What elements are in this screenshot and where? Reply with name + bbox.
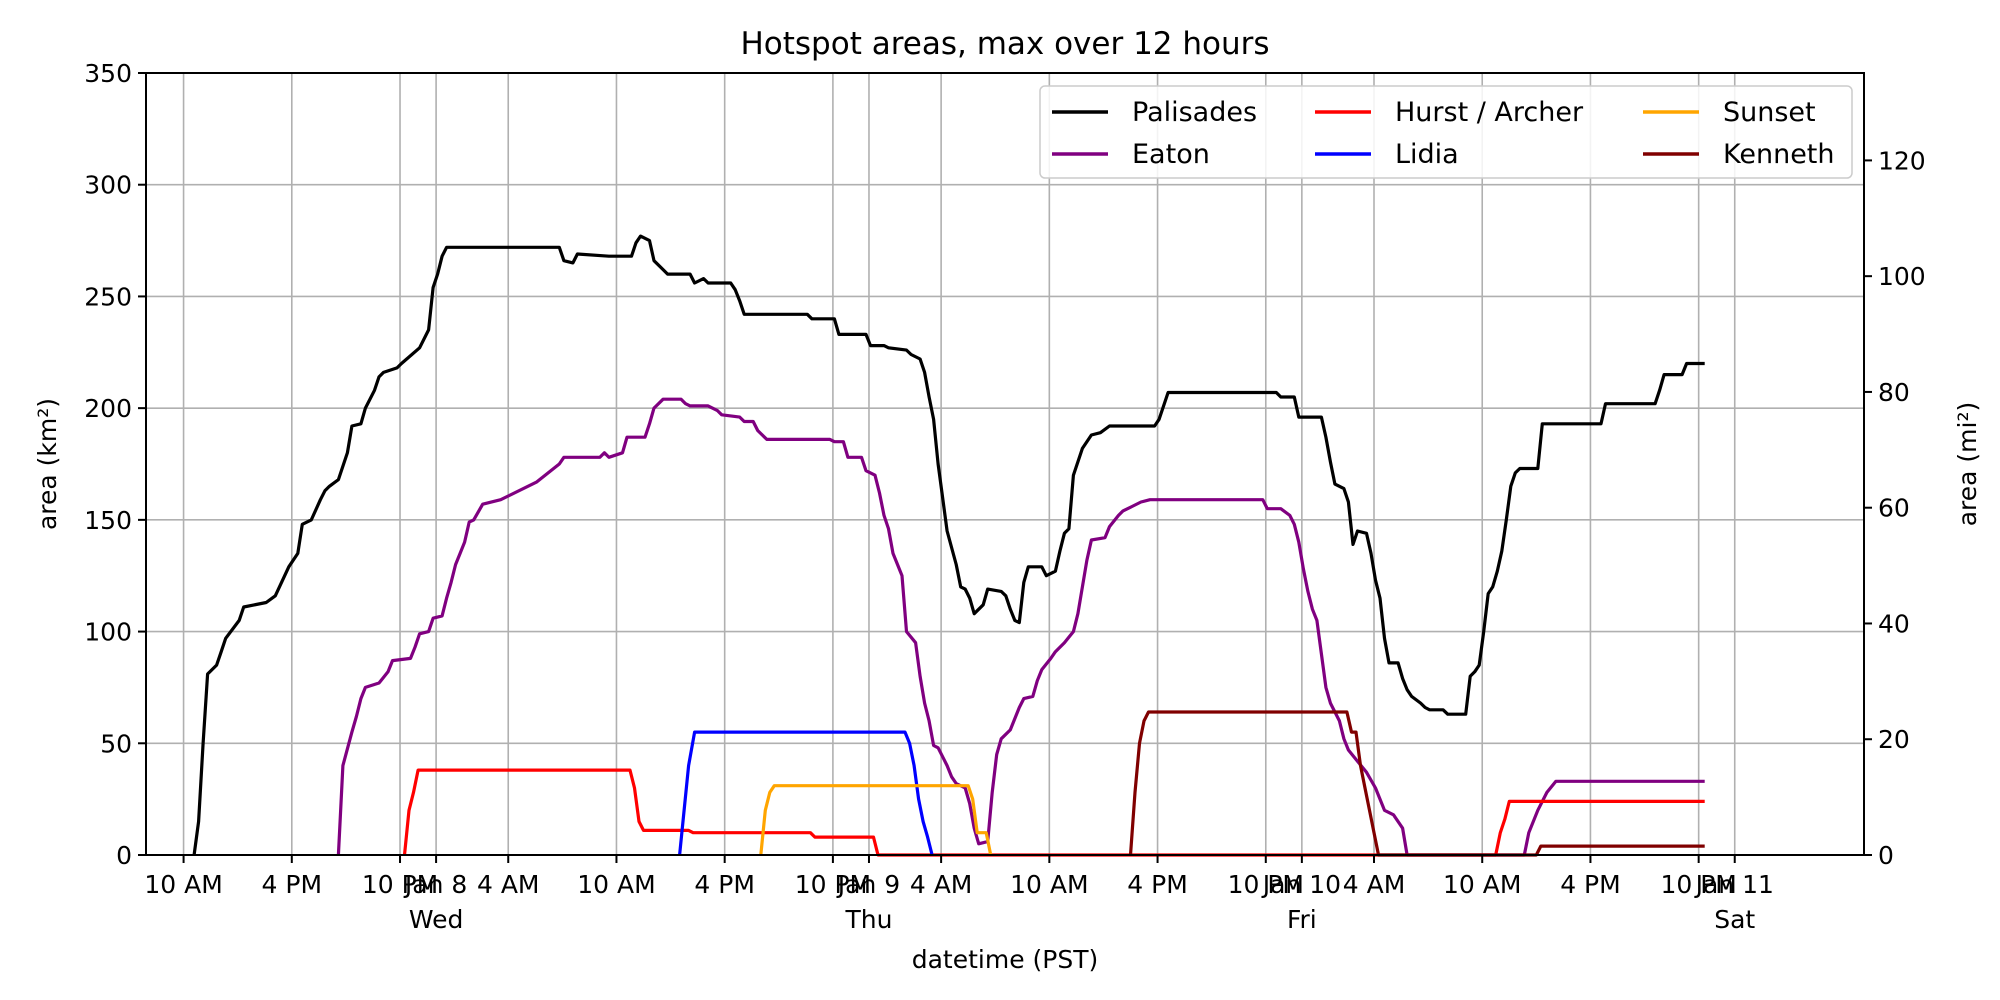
y-tick-label: 250	[84, 282, 132, 311]
x-tick-label: 10 AM	[1443, 870, 1521, 899]
legend-label: Sunset	[1723, 97, 1816, 128]
x-tick-label: 4 PM	[262, 870, 323, 899]
x-tick-label: 10 AM	[577, 870, 655, 899]
series-line-hurst-archer	[402, 768, 1705, 857]
y2-tick-label: 40	[1878, 609, 1910, 638]
x-tick-label: 10 PM	[795, 870, 871, 899]
y2-tick-label: 100	[1878, 262, 1926, 291]
x-tick-label: 10 PM	[1228, 870, 1304, 899]
legend-label: Lidia	[1395, 139, 1459, 170]
series-line-kenneth	[1128, 710, 1705, 857]
x-axis-title: datetime (PST)	[912, 945, 1099, 974]
y2-tick-label: 120	[1878, 146, 1926, 175]
y-tick-label: 150	[84, 506, 132, 535]
legend: Palisades Eaton Hurst / Archer Lidia Sunset K…	[1039, 85, 1853, 179]
y2-tick-label: 20	[1878, 725, 1910, 754]
y2-tick-label: 0	[1878, 841, 1894, 870]
legend-label: Hurst / Archer	[1395, 97, 1584, 128]
series-line-lidia	[678, 730, 934, 856]
y-axis-title-right: area (mi²)	[1953, 402, 1982, 527]
x-tick-label: 10 PM	[1660, 870, 1736, 899]
series-line-palisades	[192, 234, 1705, 856]
x-tick-label: Jan 10	[1261, 870, 1341, 899]
legend-label: Eaton	[1132, 139, 1210, 170]
y2-tick-label: 80	[1878, 378, 1910, 407]
x-tick-label: Jan 9	[836, 870, 900, 899]
y-tick-label: 100	[84, 618, 132, 647]
axes: 0 50 100 150 200 250 300 350 0 20 40 60 80 100 120 10 A…	[84, 59, 1925, 934]
x-tick-sublabel: Wed	[409, 905, 464, 934]
y-axis-title-left: area (km²)	[33, 398, 62, 530]
x-tick-label: 4 PM	[1127, 870, 1188, 899]
x-tick-sublabel: Sat	[1714, 905, 1755, 934]
x-tick-label: 10 AM	[144, 870, 222, 899]
x-tick-label: 4 AM	[1343, 870, 1406, 899]
x-tick-label: Jan 8	[403, 870, 467, 899]
x-tick-sublabel: Fri	[1287, 905, 1317, 934]
x-tick-label: 4 AM	[477, 870, 540, 899]
series-line-eaton	[336, 397, 1705, 857]
legend-label: Kenneth	[1723, 139, 1835, 170]
x-tick-label: 10 PM	[362, 870, 438, 899]
x-tick-label: 4 AM	[910, 870, 973, 899]
x-tick-label: 10 AM	[1010, 870, 1088, 899]
grid	[146, 72, 1864, 856]
x-tick-label: 4 PM	[1560, 870, 1621, 899]
y-tick-label: 0	[116, 841, 132, 870]
chart-title: Hotspot areas, max over 12 hours	[740, 26, 1269, 62]
y-tick-label: 200	[84, 394, 132, 423]
y2-tick-label: 60	[1878, 494, 1910, 523]
y-tick-label: 50	[100, 729, 132, 758]
y-tick-label: 350	[84, 59, 132, 88]
x-tick-label: Jan 11	[1694, 870, 1774, 899]
series-line-sunset	[759, 784, 993, 856]
plot-frame	[145, 72, 1865, 856]
x-tick-label: 4 PM	[694, 870, 755, 899]
x-tick-sublabel: Thu	[844, 905, 892, 934]
y-tick-label: 300	[84, 171, 132, 200]
series-lines	[192, 234, 1705, 857]
legend-label: Palisades	[1132, 97, 1257, 128]
